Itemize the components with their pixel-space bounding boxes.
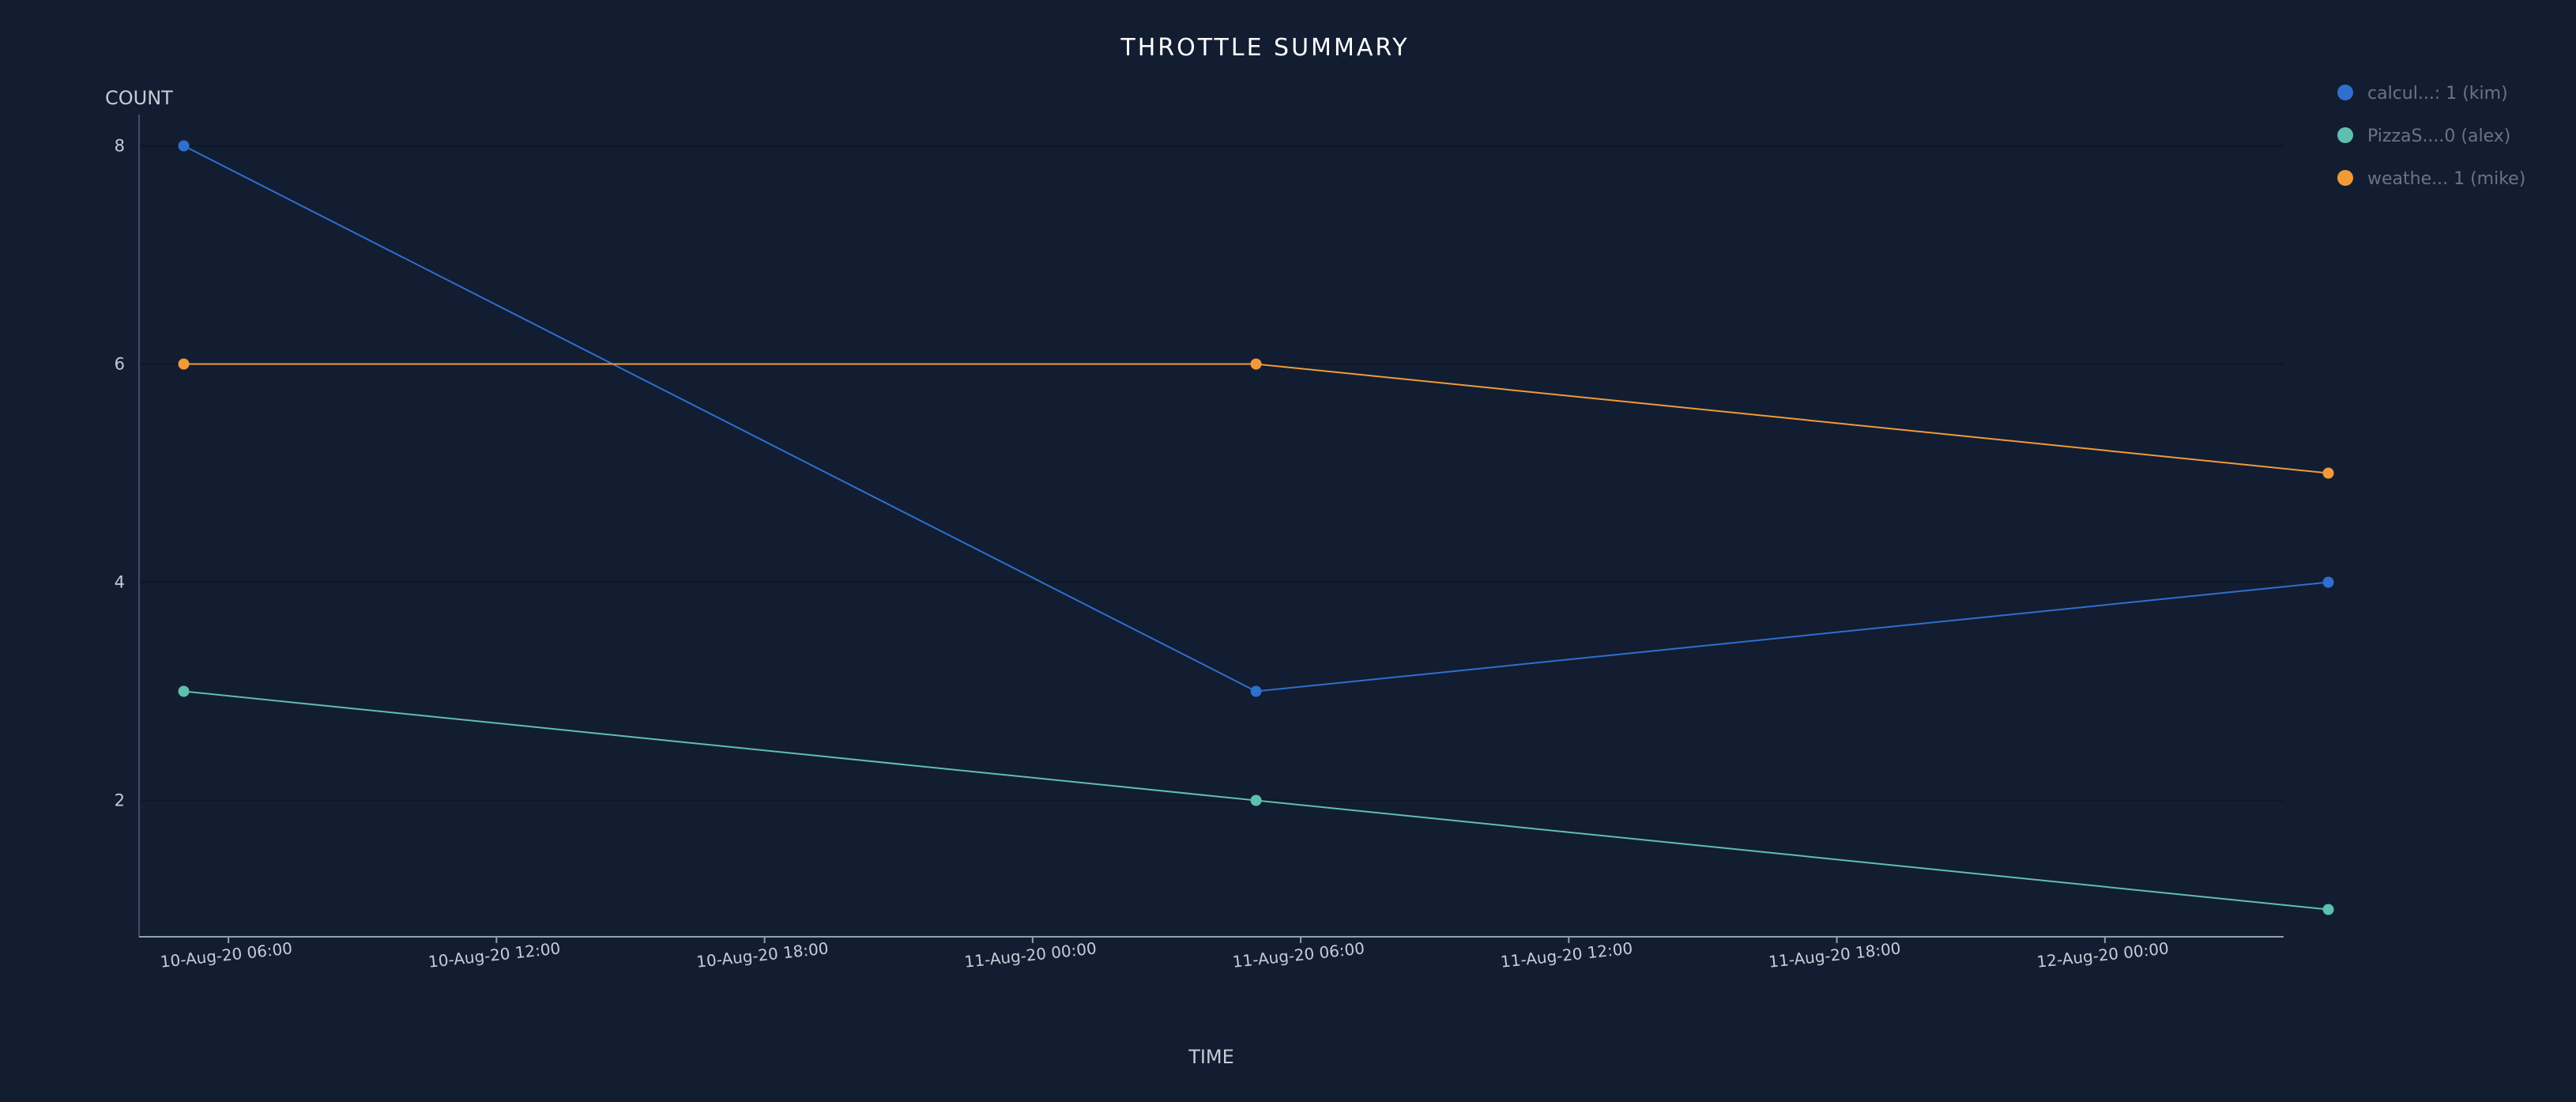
x-tick-label: 11-Aug-20 06:00 xyxy=(1232,938,1366,971)
x-tick-label: 12-Aug-20 00:00 xyxy=(2036,938,2170,971)
legend-marker xyxy=(2337,127,2353,143)
legend-label: PizzaS....0 (alex) xyxy=(2367,126,2510,146)
chart-title: THROTTLE SUMMARY xyxy=(1120,34,1409,62)
legend-marker xyxy=(2337,85,2353,100)
legend-item[interactable]: weathe... 1 (mike) xyxy=(2337,169,2525,189)
data-point[interactable] xyxy=(2322,904,2334,915)
x-tick-label: 10-Aug-20 12:00 xyxy=(427,938,562,971)
x-tick-label: 11-Aug-20 18:00 xyxy=(1768,938,1902,971)
x-tick-label: 10-Aug-20 06:00 xyxy=(160,938,294,971)
y-tick-label: 4 xyxy=(115,573,125,592)
legend-marker xyxy=(2337,170,2353,186)
legend-item[interactable]: calcul...: 1 (kim) xyxy=(2337,84,2508,104)
series-line xyxy=(183,145,2329,693)
y-tick-label: 8 xyxy=(115,137,125,156)
legend: calcul...: 1 (kim) PizzaS....0 (alex) weat… xyxy=(2337,84,2525,189)
y-axis-title: COUNT xyxy=(105,87,173,109)
legend-label: weathe... 1 (mike) xyxy=(2367,169,2525,189)
grid-lines xyxy=(139,145,2284,802)
data-point[interactable] xyxy=(1250,358,1262,370)
x-tick-label: 11-Aug-20 00:00 xyxy=(963,938,1098,971)
legend-item[interactable]: PizzaS....0 (alex) xyxy=(2337,126,2510,146)
x-tick-label: 11-Aug-20 12:00 xyxy=(1500,938,1634,971)
series-line xyxy=(183,363,2329,474)
data-point[interactable] xyxy=(1250,685,1262,697)
data-point[interactable] xyxy=(1250,794,1262,806)
y-tick-label: 6 xyxy=(115,355,125,374)
legend-label: calcul...: 1 (kim) xyxy=(2367,84,2508,104)
axes: 2 4 6 8 10-Aug-20 06:00 10-Aug-20 12:00 10-Aug… xyxy=(115,115,2284,972)
data-point[interactable] xyxy=(2322,467,2334,479)
data-point[interactable] xyxy=(178,685,190,697)
data-point[interactable] xyxy=(178,140,190,152)
data-point[interactable] xyxy=(178,358,190,370)
series-lines xyxy=(178,140,2334,915)
data-point[interactable] xyxy=(2322,576,2334,588)
x-tick-label: 10-Aug-20 18:00 xyxy=(695,938,830,971)
x-axis-title: TIME xyxy=(1188,1046,1234,1068)
y-tick-label: 2 xyxy=(115,791,125,810)
